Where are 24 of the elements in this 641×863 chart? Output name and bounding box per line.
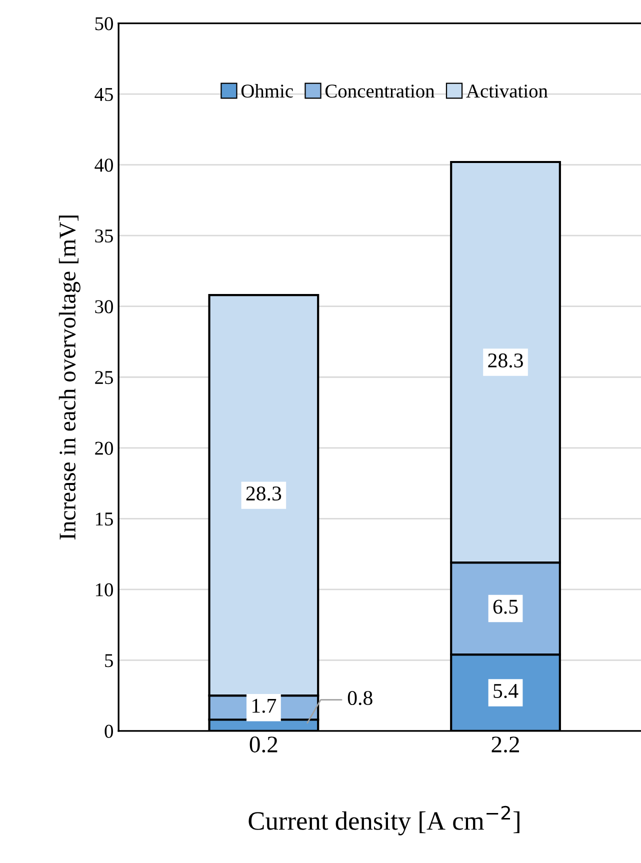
legend-label: Concentration (325, 84, 435, 98)
y-tick-label: 35 (95, 229, 113, 243)
data-label: 1.7 (252, 698, 276, 713)
y-tick-label: 20 (95, 442, 113, 455)
data-label: 28.3 (488, 353, 523, 368)
y-tick-label: 10 (96, 583, 113, 596)
x-axis-title: Current density [A cm$^{−2}$] (248, 806, 520, 836)
legend-label: Activation (466, 84, 548, 98)
legend-label: Ohmic (241, 84, 293, 98)
y-tick-label: 30 (95, 300, 113, 314)
y-tick-label: 50 (95, 17, 113, 30)
data-label: 5.4 (494, 684, 518, 698)
y-tick-label: 25 (95, 371, 113, 384)
y-tick-label: 15 (96, 512, 113, 526)
y-axis-title: Increase in each overvoltage [mV] (58, 216, 80, 540)
y-tick-label: 0 (104, 724, 113, 738)
y-tick-label: 45 (94, 88, 113, 102)
y-tick-label: 5 (105, 654, 113, 668)
data-label: 0.8 (348, 690, 372, 706)
y-tick-label: 40 (94, 158, 113, 172)
x-tick-label: 2.2 (492, 736, 519, 753)
x-tick-label: 0.2 (250, 736, 278, 753)
data-label: 6.5 (493, 600, 518, 614)
data-label: 28.3 (246, 486, 282, 501)
